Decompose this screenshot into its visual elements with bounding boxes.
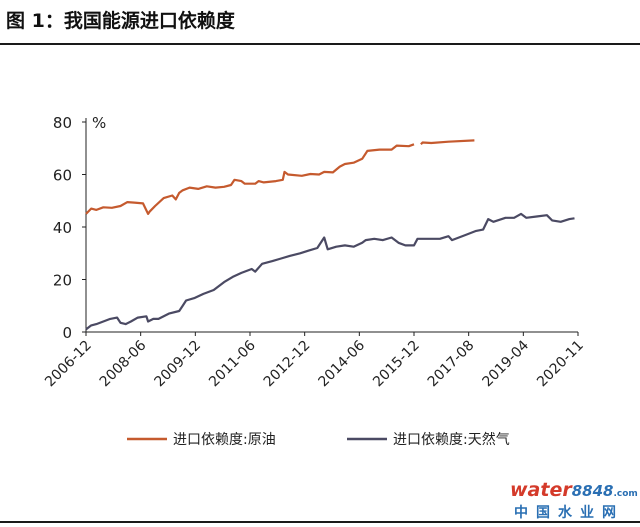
watermark: water8848.com 中国水业网 [510, 479, 638, 522]
y-tick-label: 60 [53, 167, 72, 185]
series-line-natural-gas [85, 212, 575, 331]
x-tick-label: 2011-06 [206, 337, 259, 390]
x-tick-label: 2012-12 [261, 338, 314, 391]
watermark-logo-word: water [510, 479, 572, 501]
x-tick-label: 2015-12 [370, 338, 423, 391]
x-tick-label: 2014-06 [315, 337, 368, 390]
y-tick-label: 20 [53, 272, 72, 290]
y-tick-label: 80 [53, 114, 72, 132]
watermark-subtitle: 中国水业网 [514, 505, 624, 521]
x-tick-label: 2006-12 [42, 338, 95, 391]
y-axis-label: % [92, 114, 106, 132]
watermark-logo-suffix: .com [613, 489, 638, 499]
watermark-logo: water8848.com [510, 479, 638, 504]
legend-label: 进口依赖度:天然气 [393, 431, 510, 448]
y-tick-label: 40 [53, 219, 72, 237]
x-tick-label: 2008-06 [97, 337, 150, 390]
bottom-rule [0, 521, 640, 523]
x-tick-label: 2020-11 [534, 338, 587, 391]
x-tick-label: 2019-04 [479, 337, 532, 390]
figure-title: 图 1：我国能源进口依赖度 [6, 10, 235, 32]
series-line-crude-oil [85, 139, 475, 215]
x-tick-label: 2009-12 [151, 338, 204, 391]
watermark-logo-number: 8848 [571, 482, 614, 500]
top-rule [0, 43, 640, 45]
legend-label: 进口依赖度:原油 [173, 432, 276, 448]
y-tick-label: 0 [62, 324, 72, 342]
x-tick-label: 2017-08 [425, 338, 478, 391]
